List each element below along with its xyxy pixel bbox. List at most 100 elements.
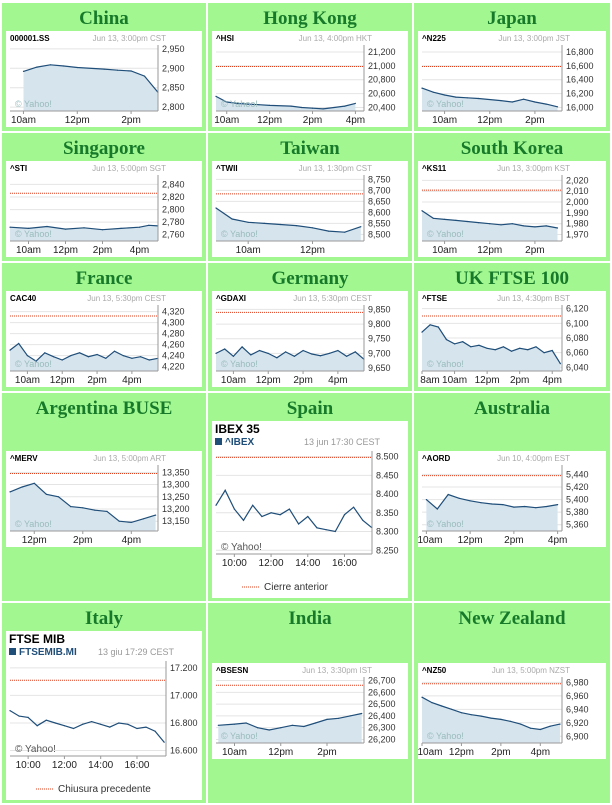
chart-panel[interactable]: IBEX 35 ^IBEX 13 jun 17:30 CEST 8.500 8.450 8…: [212, 421, 408, 598]
data-point: [236, 102, 238, 104]
data-point: [557, 504, 559, 506]
data-point: [9, 349, 11, 351]
data-point: [142, 518, 144, 520]
x-tick-label: 4pm: [328, 375, 347, 386]
data-point: [470, 714, 472, 716]
ticker-symbol: ^STI: [10, 164, 27, 173]
data-point: [232, 355, 234, 357]
ticker-symbol: ^FTSE: [422, 294, 448, 303]
x-tick-label: 12pm: [257, 115, 282, 126]
y-tick-label: 2,900: [162, 63, 185, 73]
y-tick-label: 16.800: [170, 718, 198, 728]
data-point: [44, 352, 46, 354]
chart-panel[interactable]: FTSE MIB FTSEMIB.MI 13 giu 17:29 CEST 17.20…: [6, 631, 202, 800]
y-tick-label: 2,760: [162, 230, 185, 240]
chart-panel[interactable]: 000001.SS Jun 13, 3:00pm CST 2,950 2,900 2,8…: [6, 31, 202, 127]
y-tick-label: 21,000: [368, 61, 396, 71]
data-point: [431, 702, 433, 704]
data-point: [545, 103, 547, 105]
price-chart: IBEX 35^IBEX 13 jun 17:30 CEST 8.500 8.450 8…: [215, 422, 399, 593]
data-point: [63, 65, 65, 67]
y-tick-label: 16,200: [566, 89, 594, 99]
chart-panel[interactable]: ^NZ50 Jun 13, 5:00pm NZST 6,980 6,960 6,940 6…: [418, 663, 606, 759]
x-tick-label: 2pm: [293, 375, 312, 386]
series-line: [215, 489, 373, 533]
data-point: [163, 741, 165, 743]
yahoo-watermark: © Yahoo!: [221, 99, 258, 109]
chart-panel[interactable]: ^HSI Jun 13, 4:00pm HKT 21,200 21,000 20,800…: [212, 31, 408, 127]
data-point: [33, 482, 35, 484]
data-point: [130, 70, 132, 72]
region-cell-germany: Germany ^GDAXI Jun 13, 5:30pm CEST 9,850 9,8…: [208, 263, 412, 391]
series-area: [422, 210, 558, 241]
region-title: Spain: [286, 398, 334, 419]
data-point: [148, 359, 150, 361]
price-chart: ^N225 Jun 13, 3:00pm JST 16,800 16,600 16,40…: [421, 34, 594, 126]
data-point: [444, 218, 446, 220]
region-title: Singapore: [62, 138, 145, 159]
region-title: Germany: [271, 268, 349, 289]
y-tick-label: 8.500: [376, 452, 399, 462]
data-point: [18, 715, 20, 717]
chart-panel[interactable]: ^AORD Jun 10, 4:00pm EST 5,440 5,420 5,400 5,…: [418, 451, 606, 547]
x-tick-label: 2pm: [504, 535, 523, 546]
x-tick-label: 4pm: [531, 747, 550, 758]
yahoo-watermark: © Yahoo!: [221, 229, 258, 239]
data-point: [96, 353, 98, 356]
y-tick-label: 8,500: [368, 229, 391, 239]
x-tick-label: 2pm: [525, 115, 544, 126]
data-point: [226, 101, 228, 103]
chart-panel[interactable]: ^KS11 Jun 13, 3:00pm KST 2,020 2,010 2,000 1,…: [418, 161, 606, 257]
data-point: [346, 355, 348, 357]
data-point: [328, 230, 330, 232]
x-tick-label: 2pm: [93, 245, 112, 256]
y-tick-label: 6,920: [566, 718, 589, 728]
data-point: [83, 227, 85, 229]
data-point: [511, 101, 513, 103]
data-point: [117, 69, 119, 71]
data-point: [233, 508, 235, 510]
region-title: France: [75, 268, 133, 289]
data-point: [131, 357, 133, 359]
data-point: [26, 355, 28, 357]
y-tick-label: 13,350: [162, 467, 190, 477]
y-tick-label: 13,150: [162, 516, 190, 526]
data-point: [250, 354, 252, 356]
timestamp: Jun 13, 4:30pm BST: [497, 294, 570, 303]
data-point: [445, 338, 447, 341]
chart-panel[interactable]: ^TWII Jun 13, 1:30pm CST 8,750 8,700 8,650 8,…: [212, 161, 408, 257]
x-tick-label: 10am: [222, 747, 247, 758]
y-tick-label: 1,980: [566, 219, 589, 229]
data-point: [154, 730, 156, 732]
data-point: [302, 349, 304, 352]
chart-panel[interactable]: ^GDAXI Jun 13, 5:30pm CEST 9,850 9,800 9,750…: [212, 291, 408, 387]
data-point: [454, 343, 456, 345]
chart-panel[interactable]: ^FTSE Jun 13, 4:30pm BST 6,120 6,100 6,080 6,…: [418, 291, 606, 387]
data-point: [460, 712, 462, 714]
y-tick-label: 13,200: [162, 504, 190, 514]
series-line: [9, 342, 159, 362]
x-tick-label: 4pm: [122, 535, 141, 546]
ticker-symbol: ^KS11: [422, 164, 447, 173]
chart-panel[interactable]: ^N225 Jun 13, 3:00pm JST 16,800 16,600 16,40…: [418, 31, 606, 127]
ticker-symbol: CAC40: [10, 294, 37, 303]
data-point: [148, 224, 150, 226]
price-chart: ^STI Jun 13, 5:00pm SGT 2,840 2,820 2,800 2,7…: [9, 164, 185, 256]
chart-panel[interactable]: ^MERV Jun 13, 5:00pm ART 13,350 13,300 13,25…: [6, 451, 202, 547]
data-point: [559, 723, 561, 725]
ticker-symbol: ^IBEX: [225, 437, 255, 448]
data-point: [217, 724, 219, 726]
region-cell-argentina-buse: Argentina BUSE ^MERV Jun 13, 5:00pm ART 13,…: [2, 393, 206, 601]
data-point: [421, 696, 423, 698]
y-tick-label: 26,200: [368, 734, 396, 744]
data-point: [524, 505, 526, 508]
data-point: [293, 355, 295, 357]
data-point: [543, 352, 545, 354]
y-tick-label: 6,940: [566, 704, 589, 714]
y-tick-label: 2,800: [162, 102, 185, 112]
chart-panel[interactable]: CAC40 Jun 13, 5:30pm CEST 4,320 4,300 4,280 4…: [6, 291, 202, 387]
x-tick-label: 14:00: [88, 760, 113, 771]
data-point: [224, 348, 226, 350]
chart-panel[interactable]: ^BSESN Jun 13, 3:30pm IST 26,700 26,600 26,5…: [212, 663, 408, 759]
chart-panel[interactable]: ^STI Jun 13, 5:00pm SGT 2,840 2,820 2,800 2,7…: [6, 161, 202, 257]
